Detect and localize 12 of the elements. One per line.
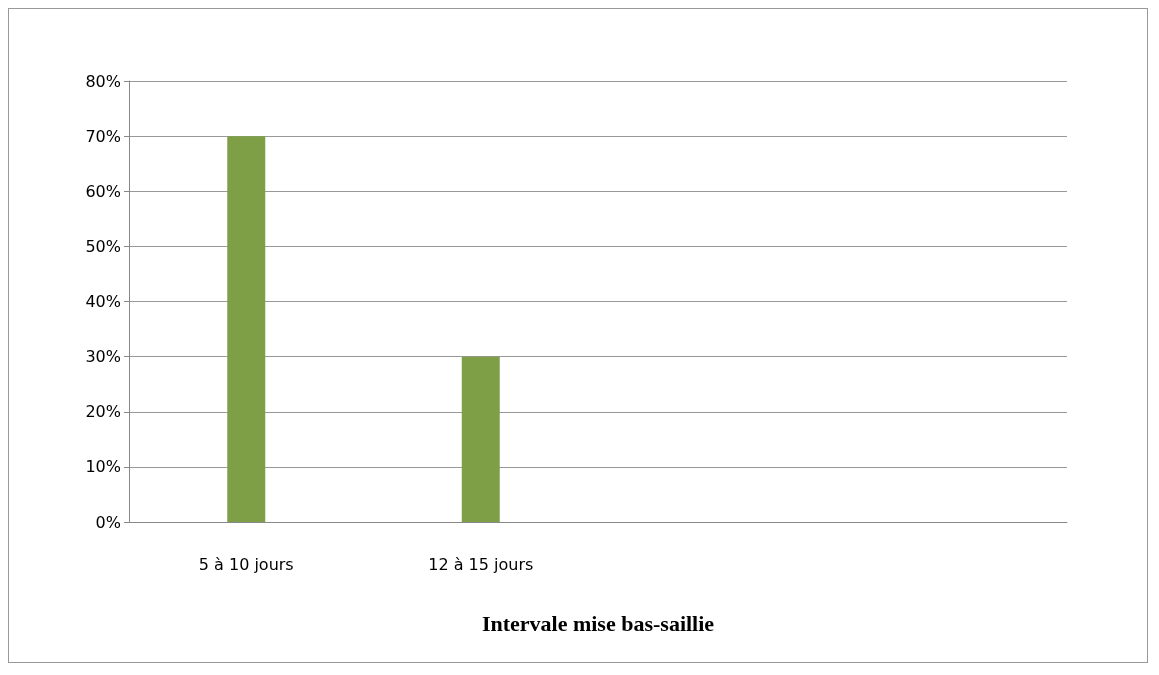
x-tick-label: 5 à 10 jours — [198, 554, 294, 574]
y-tick-label: 0% — [95, 512, 121, 532]
y-tick-label: 30% — [85, 347, 121, 367]
x-axis-title: Intervale mise bas-saillie — [481, 610, 715, 636]
y-tick-label: 80% — [85, 71, 121, 91]
y-tick-label: 10% — [85, 457, 121, 477]
y-tick-label: 40% — [85, 292, 121, 311]
y-tick-label: 50% — [85, 236, 121, 256]
x-tick-label: 12 à 15 jours — [428, 554, 534, 574]
y-tick-label: 60% — [85, 181, 121, 201]
y-tick-label: 70% — [85, 126, 121, 146]
y-tick-label: 20% — [85, 402, 121, 422]
